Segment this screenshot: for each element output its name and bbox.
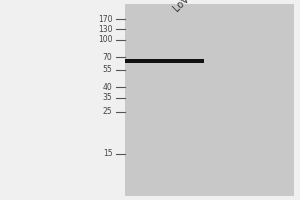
Text: 35: 35: [103, 94, 112, 102]
Text: 130: 130: [98, 24, 112, 33]
Text: 15: 15: [103, 150, 112, 158]
Text: 70: 70: [103, 52, 112, 62]
Text: 170: 170: [98, 15, 112, 23]
Text: 100: 100: [98, 36, 112, 45]
Text: 55: 55: [103, 66, 112, 74]
Text: 25: 25: [103, 108, 112, 116]
Text: 40: 40: [103, 83, 112, 92]
FancyBboxPatch shape: [124, 4, 294, 196]
FancyBboxPatch shape: [124, 59, 204, 63]
Text: LoVo: LoVo: [171, 0, 194, 13]
